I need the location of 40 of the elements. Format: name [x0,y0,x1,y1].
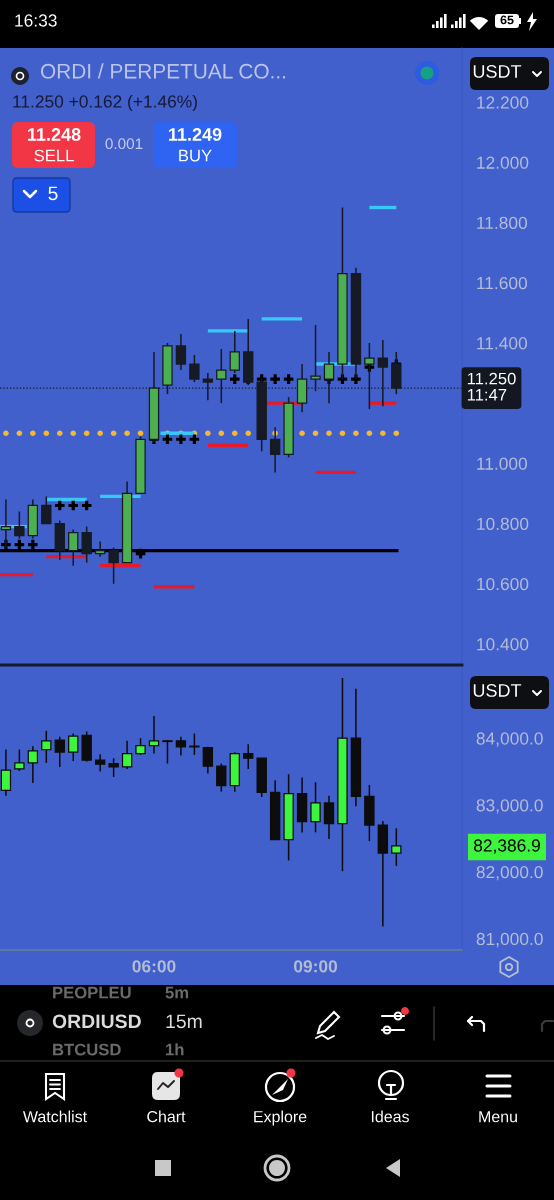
y-tick-label: 11.600 [477,276,528,290]
x-tick-label: 06:00 [132,960,176,973]
text: PEOPLEU [53,986,131,999]
text: 16:33 [15,14,57,27]
text: 15m [166,1014,202,1029]
text: USDT [473,684,522,697]
y-tick-label: 12.000 [477,156,529,169]
text: Ideas [371,1110,409,1123]
annotation: 0.001 [105,138,143,150]
y-tick-label: 84,000.0 [476,732,543,747]
text: 5m [165,986,189,999]
annotation: SELL [34,149,74,162]
y-tick-label: 11.000 [477,457,528,470]
y-tick-label: 11.800 [477,216,528,230]
text: USDT [473,65,522,78]
y-tick-label: 81,000.0 [476,932,543,948]
text: 1h [166,1043,184,1056]
text: Explore [254,1110,307,1126]
annotation: 11.249 [169,128,222,141]
y-tick-label: 82,000.0 [476,865,543,881]
y-tick-label: 12.200 [477,96,529,109]
text: BTCUSD [53,1043,121,1056]
text: Watchlist [22,1110,87,1123]
annotation: 11.248 [28,128,81,141]
text: 82,386.9 [473,839,540,854]
x-tick-label: 09:00 [294,960,338,973]
y-tick-label: 10.400 [477,638,529,651]
y-tick-label: 83,000.0 [476,799,543,814]
y-tick-label: 10.800 [477,517,529,530]
text: ORDI / PERPETUAL CO... [40,63,286,79]
text: Chart [147,1110,186,1123]
annotation: BUY [179,149,212,162]
text: 11.250 +0.162 (+1.46%) [13,94,197,112]
text: ORDIUSD [52,1014,141,1029]
ref-line-label: 11.250 11:47 [467,372,516,401]
text: Menu [479,1111,517,1123]
text: 65 [500,15,514,25]
y-tick-label: 11.400 [477,337,528,350]
annotation: 5 [48,186,58,201]
y-tick-label: 10.600 [477,577,529,591]
